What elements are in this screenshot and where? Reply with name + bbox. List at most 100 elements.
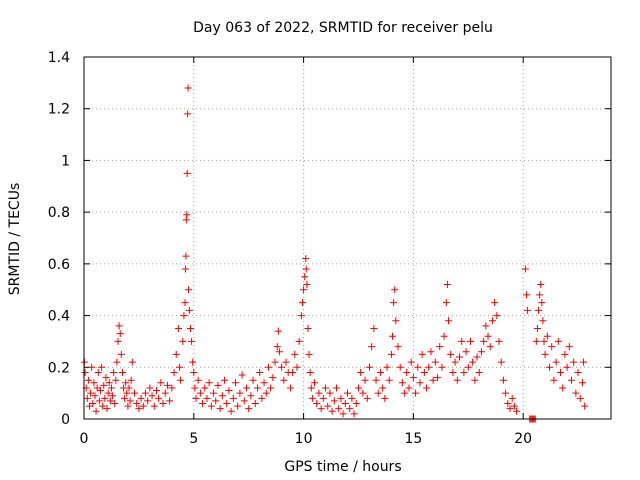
data-point bbox=[391, 286, 399, 294]
data-point bbox=[471, 376, 479, 384]
data-point bbox=[449, 368, 457, 376]
data-point bbox=[183, 169, 191, 177]
data-point bbox=[101, 394, 109, 402]
data-point bbox=[348, 394, 356, 402]
data-point bbox=[148, 392, 156, 400]
data-point bbox=[273, 343, 281, 351]
data-point bbox=[236, 389, 244, 397]
data-point bbox=[289, 368, 297, 376]
tick-label-x: 15 bbox=[404, 431, 422, 447]
data-point bbox=[374, 389, 382, 397]
data-point bbox=[124, 402, 132, 410]
ticks: 0 0.2 0.4 0.6 0.8 1 1.2 1.4 0 5 10 15 20 bbox=[48, 50, 611, 447]
data-point bbox=[128, 358, 136, 366]
data-point bbox=[176, 363, 184, 371]
data-point bbox=[363, 394, 371, 402]
data-point bbox=[133, 399, 141, 407]
data-point bbox=[126, 397, 134, 405]
data-point bbox=[302, 255, 310, 263]
data-point bbox=[199, 399, 207, 407]
data-point bbox=[303, 281, 311, 289]
data-point bbox=[262, 389, 270, 397]
data-point bbox=[522, 291, 530, 299]
data-point bbox=[322, 384, 330, 392]
data-point bbox=[212, 397, 220, 405]
data-point bbox=[184, 110, 192, 118]
data-point bbox=[370, 325, 378, 332]
data-point bbox=[556, 368, 564, 376]
data-point bbox=[114, 337, 122, 345]
data-point bbox=[189, 358, 197, 366]
data-point bbox=[280, 376, 288, 384]
data-point bbox=[510, 402, 518, 410]
tick-label-y: 0.4 bbox=[48, 309, 70, 325]
data-point bbox=[238, 371, 246, 379]
data-point bbox=[389, 332, 397, 340]
data-point bbox=[258, 394, 266, 402]
tick-label-y: 0 bbox=[61, 412, 70, 428]
data-point bbox=[305, 350, 313, 358]
data-point bbox=[376, 368, 384, 376]
data-point bbox=[161, 389, 169, 397]
data-point bbox=[548, 343, 556, 351]
data-point bbox=[123, 389, 131, 397]
data-point bbox=[188, 337, 196, 345]
data-point bbox=[251, 399, 259, 407]
data-point bbox=[127, 376, 135, 384]
data-point bbox=[174, 325, 182, 332]
data-point bbox=[137, 394, 145, 402]
data-point bbox=[221, 376, 229, 384]
data-point bbox=[207, 402, 215, 410]
data-point bbox=[301, 273, 309, 281]
data-point bbox=[407, 358, 415, 366]
data-point bbox=[420, 368, 428, 376]
y-axis-label: SRMTID / TECUs bbox=[7, 183, 23, 296]
data-point bbox=[502, 389, 510, 397]
data-point bbox=[223, 399, 231, 407]
tick-label-y: 1 bbox=[61, 153, 70, 169]
data-point bbox=[264, 363, 272, 371]
data-point bbox=[317, 405, 325, 413]
plot-frame bbox=[83, 56, 612, 420]
data-point bbox=[170, 368, 178, 376]
data-point bbox=[121, 394, 129, 402]
data-point bbox=[185, 286, 193, 294]
data-point bbox=[181, 299, 189, 307]
data-point bbox=[576, 394, 584, 402]
data-point bbox=[295, 337, 303, 345]
data-point bbox=[521, 265, 529, 273]
grid bbox=[84, 57, 611, 419]
data-point bbox=[286, 384, 294, 392]
tick-label-x: 20 bbox=[514, 431, 532, 447]
data-point bbox=[177, 376, 185, 384]
data-point bbox=[429, 376, 437, 384]
data-point bbox=[139, 402, 147, 410]
data-point bbox=[104, 389, 112, 397]
data-point bbox=[440, 332, 448, 340]
data-point bbox=[214, 381, 222, 389]
data-point bbox=[423, 384, 431, 392]
data-point bbox=[333, 384, 341, 392]
data-point bbox=[225, 387, 233, 395]
data-point bbox=[486, 343, 494, 351]
data-point bbox=[506, 405, 514, 413]
tick-label-y: 1.4 bbox=[48, 50, 70, 66]
data-point bbox=[99, 402, 107, 410]
data-point bbox=[561, 350, 569, 358]
data-point bbox=[414, 363, 422, 371]
data-point bbox=[559, 384, 567, 392]
data-point bbox=[166, 397, 174, 405]
data-point bbox=[87, 389, 95, 397]
data-point bbox=[567, 376, 575, 384]
data-point bbox=[249, 376, 257, 384]
data-point bbox=[190, 368, 198, 376]
data-point bbox=[308, 394, 316, 402]
data-point bbox=[96, 387, 104, 395]
data-point bbox=[144, 397, 152, 405]
data-point bbox=[256, 368, 264, 376]
data-point bbox=[427, 348, 435, 356]
data-point bbox=[95, 397, 103, 405]
data-point bbox=[328, 407, 336, 415]
data-point bbox=[508, 394, 516, 402]
data-point bbox=[326, 389, 334, 397]
